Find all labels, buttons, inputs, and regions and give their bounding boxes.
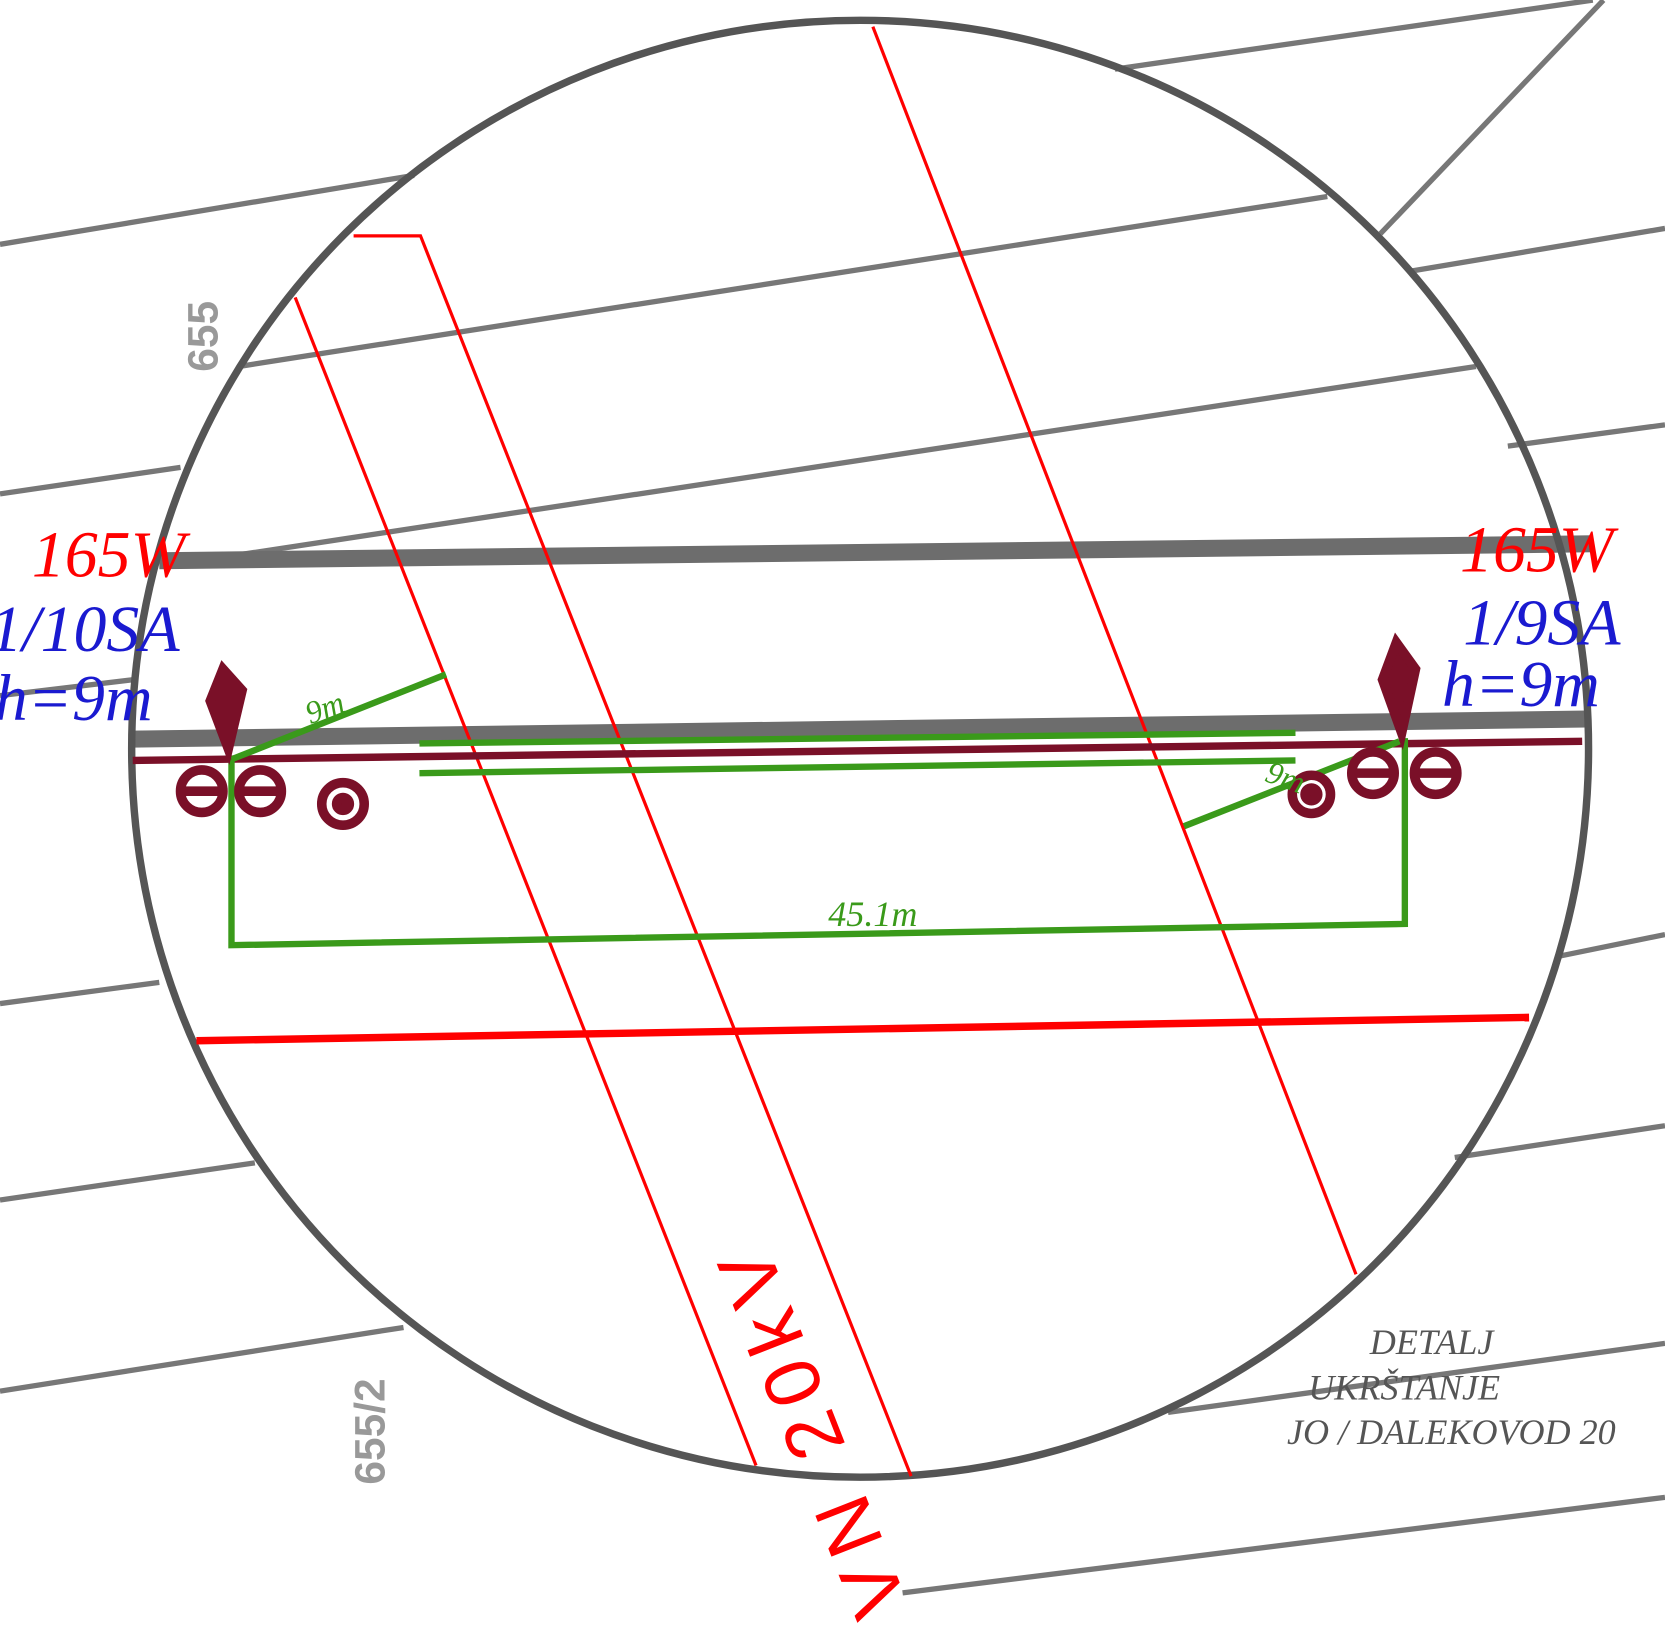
power-line-corridor — [196, 26, 1530, 1477]
caption: UKRŠTANJE — [1308, 1368, 1500, 1408]
right-lamp: 165W — [1460, 513, 1619, 586]
left-lamp: 165W — [32, 519, 191, 592]
poles — [175, 632, 1462, 830]
left-pole: 1/10SA — [0, 593, 180, 666]
caption: DETALJ — [1369, 1322, 1496, 1362]
detail-circle — [127, 16, 1593, 1481]
parcel-label: 655 — [180, 301, 227, 372]
cable — [132, 737, 1583, 765]
caption: JO / DALEKOVOD 20 — [1287, 1412, 1616, 1452]
right-pole: 1/9SA — [1463, 587, 1621, 660]
right-height: h=9m — [1442, 648, 1600, 721]
parcel-label: 655/2 — [346, 1378, 393, 1484]
left-height: h=9m — [0, 662, 152, 735]
measures — [228, 671, 1409, 949]
span-distance: 45.1m — [828, 894, 917, 934]
